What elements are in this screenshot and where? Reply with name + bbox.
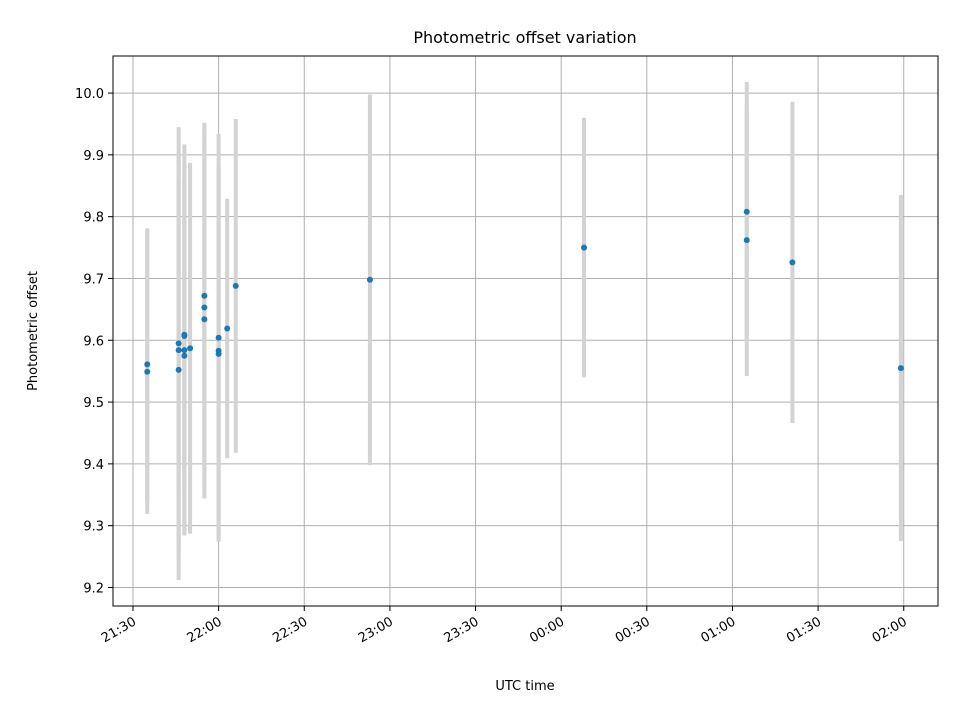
y-tick-label: 9.6 — [83, 334, 104, 349]
y-tick-label: 9.8 — [83, 211, 104, 226]
y-tick-label: 9.5 — [83, 396, 104, 411]
data-point — [201, 304, 208, 311]
data-points — [144, 208, 904, 375]
data-point — [581, 244, 588, 251]
data-point — [215, 334, 222, 341]
data-point — [175, 366, 182, 373]
grid — [113, 56, 938, 606]
data-point — [144, 361, 151, 368]
data-point — [897, 365, 904, 372]
data-point — [181, 331, 188, 338]
plot-frame — [112, 55, 939, 607]
x-axis-label: UTC time — [495, 679, 554, 694]
data-point — [366, 276, 373, 283]
data-point — [201, 316, 208, 323]
y-tick-label: 9.2 — [83, 581, 104, 596]
chart-title: Photometric offset variation — [413, 28, 636, 47]
y-axis-label: Photometric offset — [26, 271, 41, 391]
data-point — [232, 282, 239, 289]
data-point — [743, 208, 750, 215]
data-point — [144, 368, 151, 375]
y-tick-label: 10.0 — [75, 87, 104, 102]
data-point — [175, 340, 182, 347]
y-tick-label: 9.3 — [83, 520, 104, 535]
y-axis: 9.2 9.3 9.4 9.5 9.6 9.7 9.8 9.9 10.0 — [75, 87, 113, 596]
data-point — [201, 292, 208, 299]
data-point — [789, 259, 796, 266]
data-point — [215, 350, 222, 357]
data-point — [187, 345, 194, 352]
y-tick-label: 9.9 — [83, 149, 104, 164]
data-point — [181, 352, 188, 359]
data-point — [743, 237, 750, 244]
data-point — [181, 347, 188, 354]
y-tick-label: 9.4 — [83, 458, 104, 473]
y-tick-label: 9.7 — [83, 272, 104, 287]
data-point — [175, 347, 182, 354]
data-point — [224, 325, 231, 332]
